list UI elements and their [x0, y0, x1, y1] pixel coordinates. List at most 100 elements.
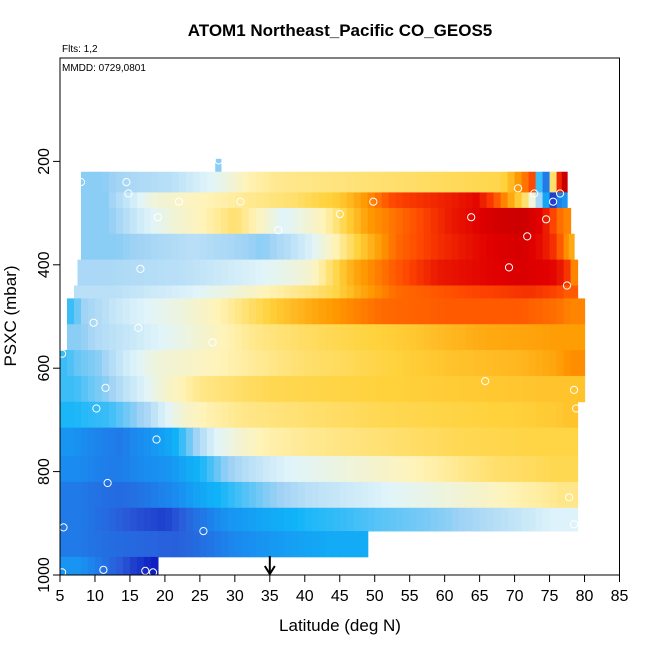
heatmap-cell [94, 481, 103, 509]
heatmap-cell [367, 285, 376, 299]
heatmap-cell [115, 233, 124, 261]
x-tick-label: 30 [226, 588, 244, 605]
heatmap-cell [94, 531, 103, 558]
heatmap-cell [514, 427, 523, 457]
heatmap-cell [465, 375, 474, 403]
heatmap-cell [318, 401, 327, 429]
heatmap-cell [367, 298, 376, 325]
heatmap-cell [444, 375, 453, 403]
heatmap-cell [318, 233, 327, 261]
heatmap-cell [227, 192, 236, 209]
heatmap-cell [122, 427, 131, 457]
heatmap-cell [402, 285, 411, 299]
heatmap-cell [311, 259, 320, 286]
heatmap-cell [528, 298, 537, 325]
heatmap-cell [332, 456, 341, 483]
heatmap-cell [66, 401, 75, 429]
heatmap-cell [206, 207, 215, 235]
heatmap-cell [101, 531, 110, 558]
heatmap-cell [472, 192, 481, 209]
heatmap-cell [241, 531, 250, 558]
heatmap-cell [325, 456, 334, 483]
heatmap-cell [269, 298, 278, 325]
heatmap-cell [185, 233, 194, 261]
heatmap-cell [171, 207, 180, 235]
x-tick-label: 25 [191, 588, 209, 605]
heatmap-cell [199, 192, 208, 209]
heatmap-cell [437, 401, 446, 429]
heatmap-cell [136, 481, 145, 509]
heatmap-cell [465, 233, 474, 261]
heatmap-cell [332, 531, 341, 558]
heatmap-cell [521, 192, 530, 209]
heatmap-cell [192, 285, 201, 299]
heatmap-cell [332, 481, 341, 509]
heatmap-cell [374, 375, 383, 403]
heatmap-cell [395, 350, 404, 377]
heatmap-cell [192, 192, 201, 209]
heatmap-cell [255, 481, 264, 509]
heatmap-cell [437, 324, 446, 351]
heatmap-cell [283, 350, 292, 377]
heatmap-cell [248, 375, 257, 403]
heatmap-cell [227, 350, 236, 377]
heatmap-cell [234, 207, 243, 235]
heatmap-cell [262, 350, 271, 377]
heatmap-cell [94, 233, 103, 261]
heatmap-cell [103, 259, 112, 286]
heatmap-cell [60, 456, 68, 483]
heatmap-cell [80, 531, 89, 558]
y-axis: 200 400 600 800 1000 [36, 148, 60, 593]
heatmap-cell [346, 456, 355, 483]
sample-point [569, 385, 579, 394]
heatmap-cell [332, 207, 341, 235]
heatmap-cell [122, 192, 131, 209]
x-tick-label: 70 [506, 588, 524, 605]
heatmap-cell [388, 259, 397, 286]
heatmap-cell [416, 324, 425, 351]
heatmap-cell [220, 507, 229, 532]
heatmap-cell [472, 259, 481, 286]
heatmap-cell [283, 375, 292, 403]
heatmap-cell [353, 285, 362, 299]
heatmap-cell [528, 233, 537, 261]
heatmap-cell [297, 298, 306, 325]
heatmap-cell [101, 507, 110, 532]
heatmap-cell [318, 298, 327, 325]
heatmap-cell [227, 481, 236, 509]
heatmap-cell [416, 456, 425, 483]
heatmap-cell [304, 285, 313, 299]
heatmap-cell [444, 192, 453, 209]
heatmap-cell [395, 171, 404, 193]
heatmap-cell [563, 456, 572, 483]
heatmap-cell [430, 285, 439, 299]
heatmap-cell [570, 481, 579, 509]
heatmap-cell [150, 207, 159, 235]
heatmap-cell [318, 285, 327, 299]
heatmap-cell [157, 350, 166, 377]
x-tick-label: 85 [611, 588, 629, 605]
heatmap-cell [311, 401, 320, 429]
heatmap-cell [241, 427, 250, 457]
heatmap-cell [213, 207, 222, 235]
heatmap-cell [360, 298, 369, 325]
heatmap-cell [353, 531, 362, 558]
heatmap-cell [472, 401, 481, 429]
heatmap-cell [542, 456, 551, 483]
heatmap-cell [143, 401, 152, 429]
heatmap-cell [248, 207, 257, 235]
heatmap-cell [108, 171, 117, 193]
heatmap-cell [374, 298, 383, 325]
heatmap-cell [157, 481, 166, 509]
heatmap-cell [507, 298, 516, 325]
heatmap-cell [101, 171, 110, 193]
y-tick-label: 800 [36, 458, 53, 485]
heatmap-cell [416, 298, 425, 325]
heatmap-cell [472, 507, 481, 532]
heatmap-cell [80, 556, 89, 576]
heatmap-cell [101, 481, 110, 509]
heatmap-cell [416, 259, 425, 286]
heatmap-cell [493, 401, 502, 429]
heatmap-cell [248, 531, 257, 558]
heatmap-cell [248, 324, 257, 351]
